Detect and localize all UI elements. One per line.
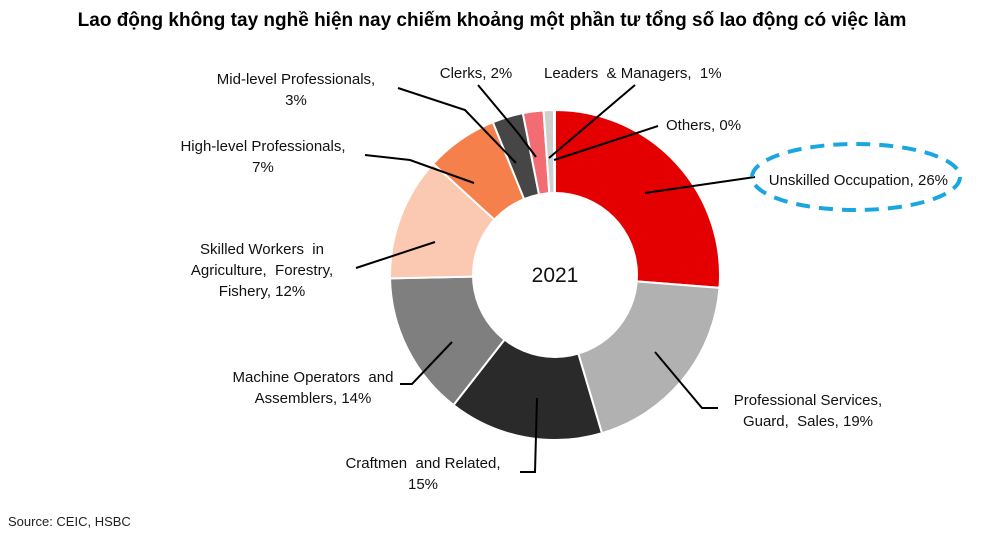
chart-title: Lao động không tay nghề hiện nay chiếm k… <box>78 10 907 31</box>
slice-label: Machine Operators and Assemblers, 14% <box>233 369 394 407</box>
leader-line <box>520 397 538 473</box>
leader-line <box>644 176 756 194</box>
center-label: 2021 <box>532 264 579 287</box>
leader-line <box>477 84 537 158</box>
slice-label: Leaders & Managers, 1% <box>544 65 722 82</box>
slice-label: Professional Services, Guard, Sales, 19% <box>734 392 882 430</box>
slice-label: Mid-level Professionals, 3% <box>217 71 375 109</box>
slice-label: Unskilled Occupation, 26% <box>769 172 948 189</box>
slice-labels-group: Unskilled Occupation, 26% Professional Se… <box>180 65 948 493</box>
leader-line <box>397 87 517 164</box>
donut-hole <box>472 192 638 358</box>
leader-line <box>364 154 475 184</box>
slice-label: Skilled Workers in Agriculture, Forestry,… <box>191 241 333 300</box>
leader-line <box>400 341 453 385</box>
highlight-ellipse <box>750 142 962 212</box>
source-note: Source: CEIC, HSBC <box>8 514 131 529</box>
slice-label: High-level Professionals, 7% <box>180 138 345 176</box>
leader-line <box>553 125 659 161</box>
slice-label: Craftmen and Related, 15% <box>345 455 500 493</box>
leader-line <box>548 84 636 159</box>
leader-lines-group <box>355 84 756 473</box>
leader-line <box>355 241 436 269</box>
slice-label: Clerks, 2% <box>440 65 513 82</box>
leader-line <box>654 351 718 409</box>
slice-label: Others, 0% <box>666 117 741 134</box>
